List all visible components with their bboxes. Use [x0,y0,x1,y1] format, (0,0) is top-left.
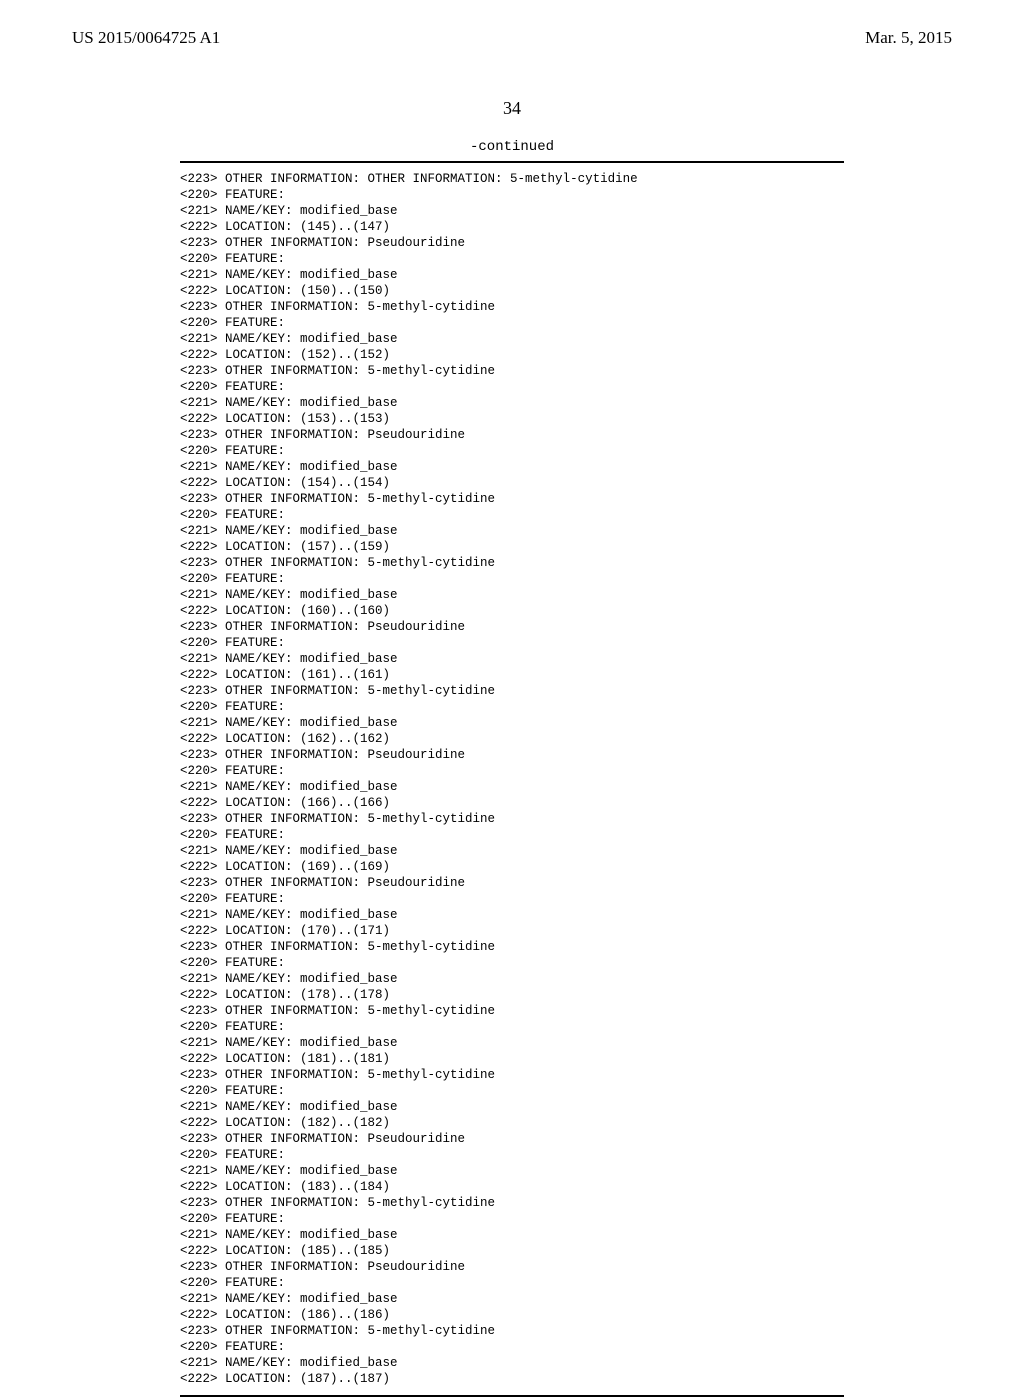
line-223-first: <223> OTHER INFORMATION: OTHER INFORMATI… [180,172,638,186]
continued-label: -continued [0,139,1024,155]
page-header: US 2015/0064725 A1 Mar. 5, 2015 [0,0,1024,48]
publication-date: Mar. 5, 2015 [865,28,952,48]
publication-number: US 2015/0064725 A1 [72,28,220,48]
sequence-listing: <223> OTHER INFORMATION: OTHER INFORMATI… [180,161,844,1397]
page-number: 34 [0,98,1024,119]
feature-group: <220> FEATURE: <221> NAME/KEY: modified_… [180,188,495,1386]
